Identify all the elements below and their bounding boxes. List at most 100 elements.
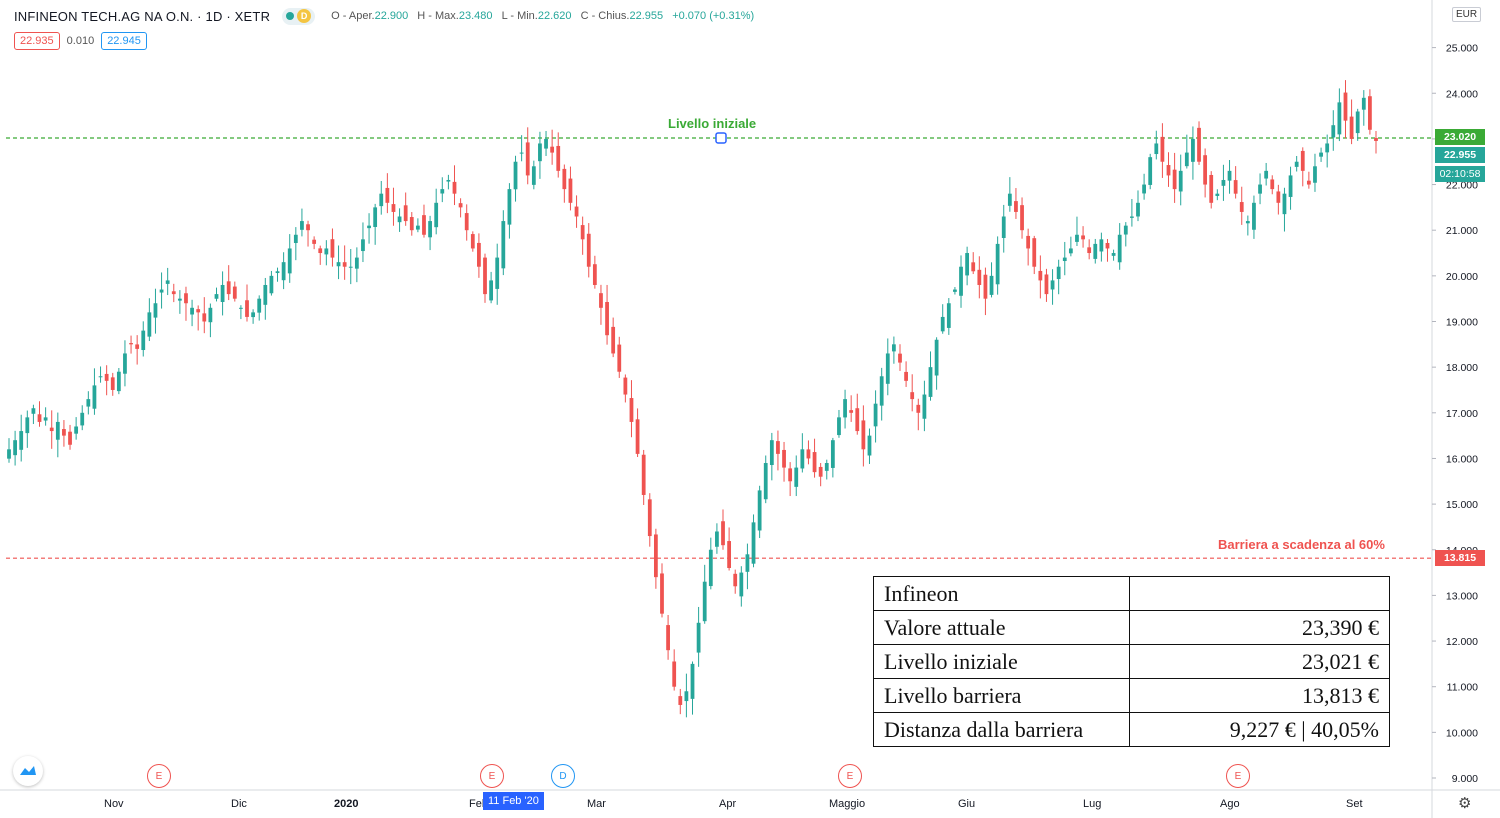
candle-body bbox=[239, 307, 243, 309]
candle-body bbox=[538, 143, 542, 162]
earnings-marker[interactable]: E bbox=[480, 764, 504, 788]
candle-body bbox=[214, 294, 219, 299]
candle-body bbox=[690, 663, 695, 699]
candle-body bbox=[818, 466, 823, 477]
candle-body bbox=[1038, 270, 1043, 281]
y-tick-label: 24.000 bbox=[1446, 88, 1478, 100]
candle-body bbox=[1166, 165, 1171, 176]
candle-body bbox=[501, 221, 506, 269]
candle-body bbox=[843, 399, 847, 418]
market-status[interactable]: D bbox=[282, 7, 316, 25]
candle-body bbox=[1282, 193, 1287, 215]
candle-body bbox=[177, 298, 182, 301]
candle-body bbox=[751, 522, 756, 564]
candle-body bbox=[1233, 180, 1238, 194]
candle-body bbox=[739, 572, 744, 597]
candle-body bbox=[159, 289, 164, 293]
candle-body bbox=[1136, 202, 1140, 217]
candle-body bbox=[1361, 97, 1366, 110]
sell-button[interactable]: 22.935 bbox=[14, 32, 60, 50]
table-row: Distanza dalla barriera 9,227 € | 40,05% bbox=[873, 712, 1390, 747]
candle-body bbox=[458, 203, 463, 208]
candle-body bbox=[263, 284, 268, 305]
candle-body bbox=[49, 427, 54, 432]
candle-body bbox=[1014, 201, 1018, 212]
candle-body bbox=[1154, 143, 1159, 155]
candle-body bbox=[415, 225, 420, 230]
candle-body bbox=[367, 225, 371, 229]
candle-body bbox=[605, 302, 609, 336]
buy-button[interactable]: 22.945 bbox=[101, 32, 147, 50]
candle-body bbox=[354, 257, 359, 269]
candle-body bbox=[721, 521, 725, 546]
candle-body bbox=[586, 233, 591, 267]
candle-body bbox=[1081, 235, 1085, 240]
candle-body bbox=[312, 239, 317, 244]
candle-body bbox=[1349, 116, 1354, 139]
candle-body bbox=[434, 202, 439, 228]
candle-body bbox=[373, 207, 378, 227]
candle-body bbox=[293, 234, 298, 244]
candle-body bbox=[397, 216, 402, 223]
delayed-data-icon: D bbox=[297, 9, 312, 23]
candle-body bbox=[623, 377, 628, 395]
candle-body bbox=[763, 463, 768, 500]
candle-body bbox=[1264, 170, 1269, 179]
candle-body bbox=[385, 187, 390, 203]
candle-body bbox=[1221, 179, 1226, 186]
candle-body bbox=[1337, 102, 1342, 135]
table-row: Valore attuale 23,390 € bbox=[873, 610, 1390, 645]
candle-body bbox=[776, 441, 780, 454]
candle-body bbox=[1184, 152, 1189, 167]
candle-body bbox=[171, 291, 176, 295]
x-tick-label: Ago bbox=[1220, 798, 1240, 810]
currency-badge[interactable]: EUR bbox=[1452, 7, 1482, 22]
candle-body bbox=[1276, 191, 1281, 203]
candles bbox=[7, 80, 1378, 718]
row-value: 23,021 € bbox=[1129, 644, 1390, 679]
line-drag-handle bbox=[715, 132, 727, 144]
candle-body bbox=[837, 417, 841, 436]
earnings-marker[interactable]: E bbox=[838, 764, 862, 788]
candle-body bbox=[647, 499, 652, 537]
candle-body bbox=[830, 440, 835, 468]
barrier-label[interactable]: Barriera a scadenza al 60% bbox=[1218, 537, 1385, 552]
candle-body bbox=[440, 189, 445, 194]
candle-body bbox=[1331, 125, 1336, 138]
settings-gear-icon[interactable]: ⚙ bbox=[1458, 795, 1472, 812]
candle-body bbox=[104, 373, 109, 381]
candle-body bbox=[379, 193, 384, 207]
candle-body bbox=[202, 313, 207, 322]
table-row: Livello barriera 13,813 € bbox=[873, 678, 1390, 713]
y-tick-label: 9.000 bbox=[1452, 773, 1478, 785]
y-tick-label: 20.000 bbox=[1446, 271, 1478, 283]
initial-level-price-tag: 23.020 bbox=[1435, 129, 1485, 145]
candle-body bbox=[1020, 205, 1024, 231]
spread-value: 0.010 bbox=[66, 35, 95, 47]
high-label: H - Max. bbox=[417, 10, 459, 22]
y-tick-label: 21.000 bbox=[1446, 225, 1478, 237]
candle-body bbox=[733, 573, 738, 587]
candle-body bbox=[68, 431, 72, 445]
candle-body bbox=[769, 440, 774, 466]
earnings-marker[interactable]: E bbox=[147, 764, 171, 788]
candle-body bbox=[946, 303, 951, 328]
earnings-marker[interactable]: E bbox=[1226, 764, 1250, 788]
candle-body bbox=[1160, 136, 1165, 162]
dividend-marker[interactable]: D bbox=[551, 764, 575, 788]
candle-body bbox=[507, 189, 512, 225]
candle-body bbox=[562, 168, 567, 190]
candle-body bbox=[1075, 234, 1079, 242]
candle-body bbox=[232, 286, 237, 299]
y-tick-label: 13.000 bbox=[1446, 590, 1478, 602]
candle-body bbox=[43, 417, 48, 421]
candle-body bbox=[55, 421, 60, 440]
candle-body bbox=[446, 179, 451, 182]
initial-level-label[interactable]: Livello iniziale bbox=[668, 116, 757, 131]
candle-body bbox=[62, 429, 66, 436]
row-label: Infineon bbox=[873, 576, 1130, 611]
symbol-title[interactable]: INFINEON TECH.AG NA O.N. · 1D · XETR bbox=[14, 8, 271, 24]
tradingview-logo-icon[interactable] bbox=[13, 756, 43, 786]
candle-body bbox=[1343, 92, 1348, 121]
